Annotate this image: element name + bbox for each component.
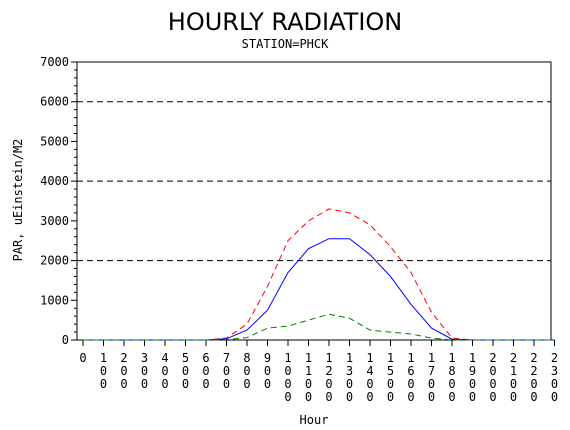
y-tick-label-0: 0	[62, 333, 69, 347]
y-tick-label-5000: 5000	[40, 134, 69, 148]
plot-frame	[76, 61, 552, 341]
y-tick-label-1000: 1000	[40, 293, 69, 307]
x-tick-label-0: 0	[79, 351, 86, 365]
x-axis-label: Hour	[300, 413, 329, 427]
y-axis-label: PAR, uEinstein/M2	[11, 139, 25, 262]
series-line-3	[83, 313, 555, 341]
y-tick-label-6000: 6000	[40, 95, 69, 109]
plot-area: 0 1000 2000 3000 4000 5000 6000 7000 0 1 0 0 2 0 0 3 0 0 4…	[40, 55, 558, 404]
series-line-2	[83, 238, 555, 341]
series-line-1	[83, 208, 555, 341]
y-tick-label-7000: 7000	[40, 55, 69, 69]
y-tick-label-3000: 3000	[40, 214, 69, 228]
chart-subtitle: STATION=PHCK	[242, 37, 329, 51]
y-tick-label-4000: 4000	[40, 174, 69, 188]
chart-title: HOURLY RADIATION	[168, 8, 402, 36]
y-tick-label-2000: 2000	[40, 254, 69, 268]
